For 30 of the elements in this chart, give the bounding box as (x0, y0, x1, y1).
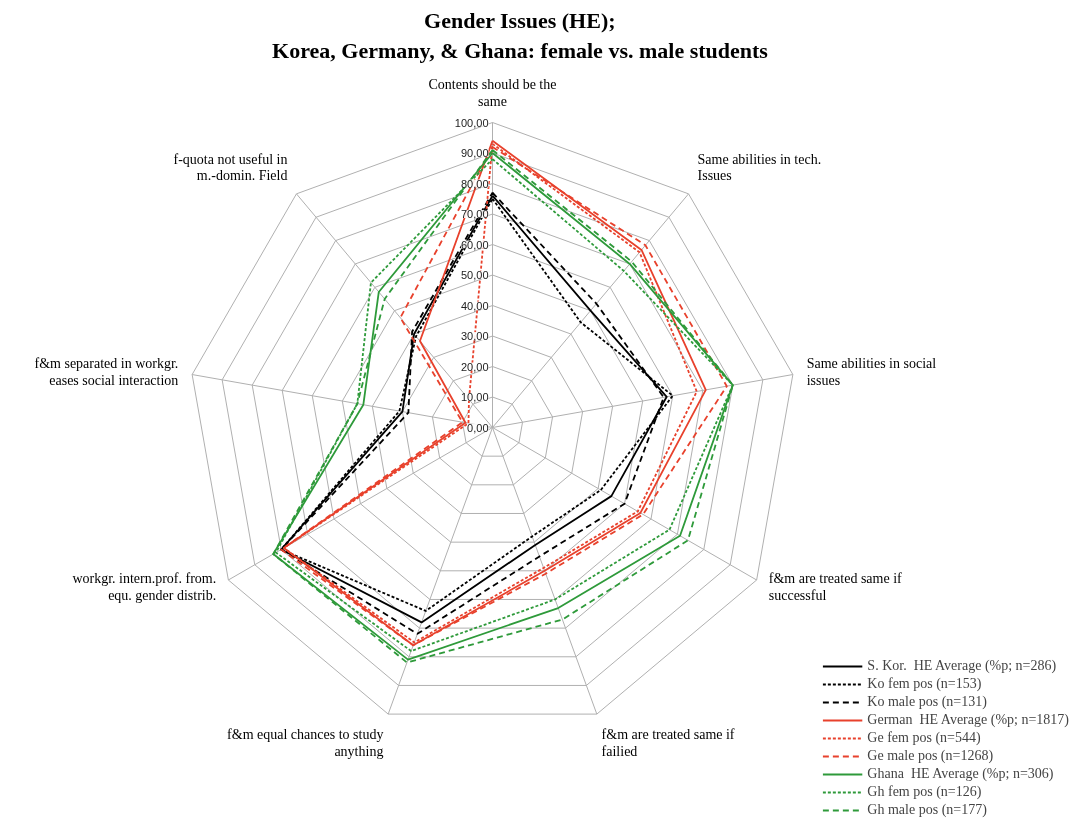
spoke-label: f&m equal chances to study anything (227, 727, 384, 759)
y-tick-label: 40,00 (460, 299, 489, 312)
y-tick-label: 10,00 (460, 391, 489, 403)
spoke-label: f&m are treated same if failied (601, 727, 735, 759)
spoke-label: Same abilities in tech. Issues (697, 151, 822, 184)
y-tick-label: 20,00 (460, 360, 489, 373)
legend-label: Ghana HE Average (%p; n=306) (867, 765, 1054, 783)
legend-label: Ge male pos (n=1268) (867, 747, 994, 765)
legend-label: German HE Average (%p; n=1817) (867, 711, 1069, 729)
legend-label: Ko fem pos (n=153) (867, 675, 982, 693)
spoke-label: workgr. intern.prof. from. equ. gender distrib. (72, 571, 217, 603)
legend-label: Ko male pos (n=131) (867, 693, 987, 711)
legend-label: Gh fem pos (n=126) (867, 783, 982, 801)
y-tick-label: 80,00 (460, 177, 489, 190)
spoke-label: Same abilities in social issues (806, 356, 937, 388)
spoke-label: f&m separated in workgr. eases social interaction (34, 356, 179, 388)
spoke-label: Contents should be the same (428, 77, 557, 109)
y-tick-label: 30,00 (460, 330, 489, 342)
chart-title: Gender Issues (HE); Korea, Germany, & Ghana: female vs. male students (272, 8, 769, 63)
y-tick-label: 0,00 (467, 421, 489, 434)
y-tick-label: 100,00 (454, 116, 489, 129)
y-tick-label: 60,00 (460, 238, 489, 251)
legend-label: S. Kor. HE Average (%p; n=286) (867, 657, 1057, 675)
y-tick-label: 50,00 (460, 269, 489, 281)
spoke-label: f&m are treated same if successful (768, 571, 903, 603)
y-tick-label: 70,00 (460, 208, 489, 220)
legend-label: Gh male pos (n=177) (867, 801, 987, 819)
spoke-label: f-quota not useful in m.-domin. Field (173, 151, 288, 184)
y-tick-label: 90,00 (460, 147, 489, 159)
legend-label: Ge fem pos (n=544) (867, 729, 981, 747)
